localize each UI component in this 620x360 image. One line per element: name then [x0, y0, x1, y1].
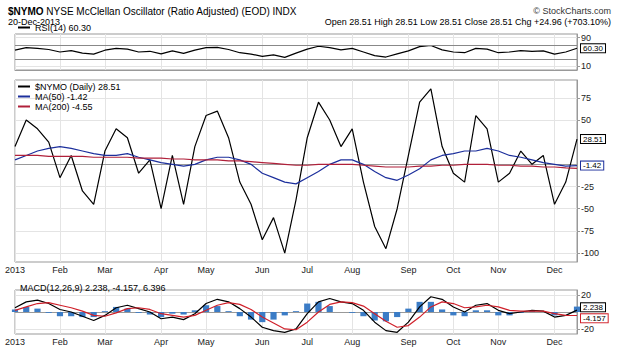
svg-text:NYSE McClellan Oscillator (Rat: NYSE McClellan Oscillator (Ratio Adjuste…: [44, 6, 297, 17]
svg-text:-20: -20: [581, 324, 594, 334]
svg-text:Nov: Nov: [490, 265, 507, 275]
svg-text:2.238: 2.238: [583, 303, 604, 312]
svg-text:-1.42: -1.42: [583, 161, 602, 170]
svg-text:RSI(14) 60.30: RSI(14) 60.30: [35, 22, 91, 33]
svg-text:Oct: Oct: [446, 337, 461, 347]
svg-text:-4.157: -4.157: [583, 314, 606, 323]
svg-text:28.51: 28.51: [583, 135, 604, 144]
svg-text:Mar: Mar: [97, 337, 113, 347]
svg-text:-50: -50: [581, 204, 594, 214]
svg-text:Nov: Nov: [490, 337, 507, 347]
svg-text:Sep: Sep: [400, 265, 416, 275]
svg-text:Feb: Feb: [52, 265, 68, 275]
svg-text:2013: 2013: [5, 337, 25, 347]
svg-text:50: 50: [581, 115, 591, 125]
svg-text:Dec: Dec: [547, 265, 564, 275]
svg-text:$NYMO: $NYMO: [8, 6, 44, 17]
svg-text:Mar: Mar: [97, 265, 113, 275]
svg-text:-25: -25: [581, 182, 594, 192]
svg-text:May: May: [198, 265, 216, 275]
svg-text:-75: -75: [581, 226, 594, 236]
svg-text:75: 75: [581, 93, 591, 103]
svg-text:Oct: Oct: [446, 265, 461, 275]
svg-text:2013: 2013: [5, 265, 25, 275]
svg-text:90: 90: [581, 33, 591, 43]
svg-text:MA(200) -4.55: MA(200) -4.55: [35, 102, 93, 112]
svg-text:60.30: 60.30: [583, 44, 604, 53]
svg-text:Jun: Jun: [255, 265, 270, 275]
svg-text:Jun: Jun: [255, 337, 270, 347]
svg-text:10: 10: [581, 61, 591, 71]
svg-text:20-Dec-2013: 20-Dec-2013: [8, 17, 60, 27]
svg-text:Jul: Jul: [301, 265, 313, 275]
svg-text:Dec: Dec: [547, 337, 564, 347]
svg-text:Aug: Aug: [344, 265, 360, 275]
svg-text:$NYMO (Daily) 28.51: $NYMO (Daily) 28.51: [35, 82, 121, 92]
svg-text:Aug: Aug: [344, 337, 360, 347]
svg-text:© StockCharts.com: © StockCharts.com: [533, 6, 611, 16]
svg-text:Sep: Sep: [400, 337, 416, 347]
svg-text:Jul: Jul: [301, 337, 313, 347]
svg-text:Open 28.51 High 28.51 Low 28.5: Open 28.51 High 28.51 Low 28.51 Close 28…: [325, 17, 611, 27]
svg-text:-100: -100: [581, 248, 599, 258]
svg-text:May: May: [198, 337, 216, 347]
svg-text:Apr: Apr: [154, 265, 168, 275]
svg-text:20: 20: [581, 290, 591, 300]
svg-text:Apr: Apr: [154, 337, 168, 347]
svg-text:MACD(12,26,9) 2.238, -4.157, 6: MACD(12,26,9) 2.238, -4.157, 6.396: [20, 283, 166, 293]
svg-text:MA(50) -1.42: MA(50) -1.42: [35, 92, 88, 102]
svg-text:Feb: Feb: [52, 337, 68, 347]
